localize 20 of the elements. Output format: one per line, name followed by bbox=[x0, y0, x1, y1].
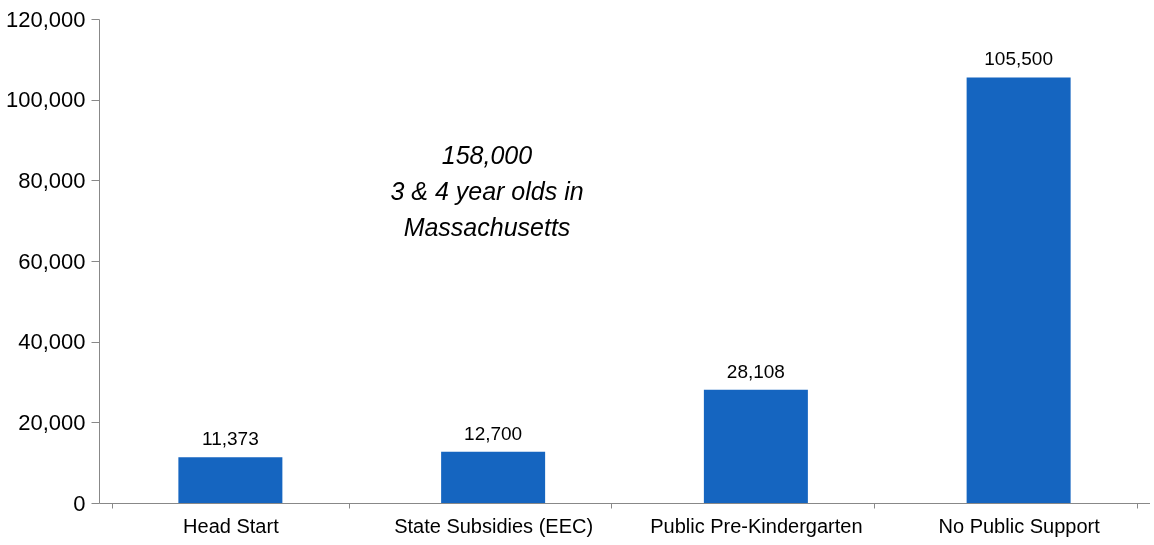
x-tick-label: No Public Support bbox=[938, 514, 1101, 537]
x-tick-label: State Subsidies (EEC) bbox=[394, 514, 594, 537]
y-tick-label: 20,000 bbox=[18, 409, 86, 435]
y-tick-label: 60,000 bbox=[18, 248, 86, 274]
data-label: 28,108 bbox=[726, 360, 785, 382]
bar bbox=[178, 457, 283, 503]
y-tick-label: 100,000 bbox=[5, 87, 86, 113]
x-tick-label: Head Start bbox=[183, 514, 280, 537]
bar bbox=[441, 451, 546, 503]
y-tick-label: 80,000 bbox=[18, 167, 86, 193]
data-label: 12,700 bbox=[464, 422, 523, 444]
data-label: 105,500 bbox=[984, 48, 1053, 70]
x-tick-label: Public Pre-Kindergarten bbox=[650, 514, 863, 537]
bar bbox=[966, 77, 1071, 503]
data-label: 11,373 bbox=[202, 428, 259, 450]
annotation: 158,000 3 & 4 year olds in Massachusetts bbox=[390, 141, 584, 241]
y-tick-label: 0 bbox=[73, 490, 86, 516]
y-tick-label: 40,000 bbox=[18, 329, 86, 355]
bar bbox=[703, 389, 808, 503]
y-tick-label: 120,000 bbox=[5, 6, 86, 32]
